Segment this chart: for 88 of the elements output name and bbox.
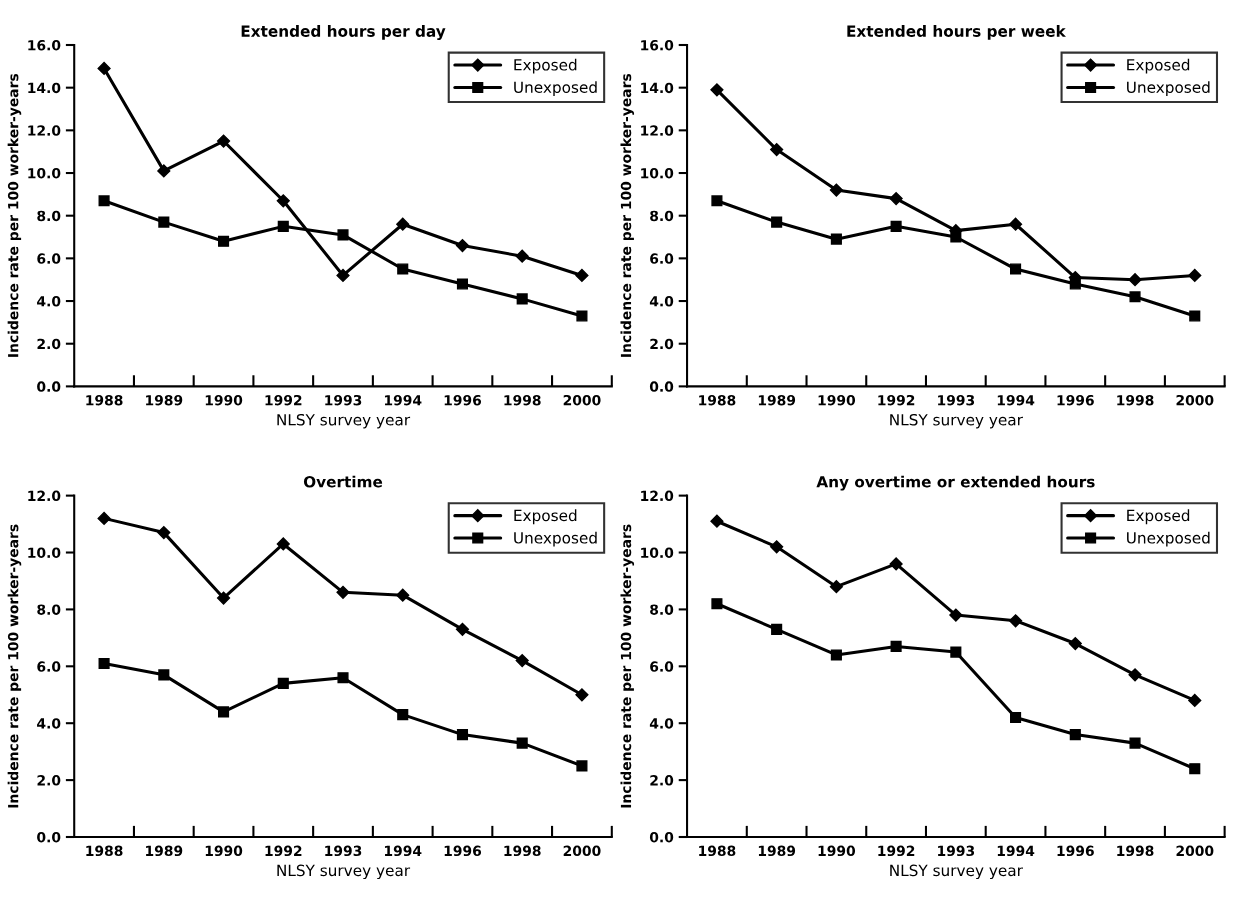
x-tick-label: 1998 bbox=[504, 394, 541, 406]
x-tick-label: 1988 bbox=[699, 845, 736, 857]
legend-label: Exposed bbox=[514, 58, 577, 74]
legend-label: Unexposed bbox=[1127, 81, 1210, 96]
y-tick-label: 16.0 bbox=[28, 39, 61, 51]
x-tick-label: 1993 bbox=[325, 845, 362, 857]
y-tick-label: 10.0 bbox=[28, 167, 61, 179]
legend-label: Exposed bbox=[1127, 58, 1190, 74]
x-tick-label: 1993 bbox=[325, 394, 362, 406]
y-tick-label: 0.0 bbox=[649, 381, 674, 392]
y-tick-label: 4.0 bbox=[649, 296, 674, 307]
y-tick-label: 6.0 bbox=[650, 253, 674, 264]
legend-label: Unexposed bbox=[514, 81, 597, 96]
x-tick-label: 1993 bbox=[938, 394, 975, 406]
x-tick-label: 1992 bbox=[878, 394, 915, 406]
x-tick-label: 1994 bbox=[997, 394, 1035, 406]
y-tick-label: 0.0 bbox=[37, 831, 61, 843]
y-tick-label: 6.0 bbox=[37, 661, 61, 672]
y-tick-label: 10.0 bbox=[28, 547, 61, 558]
x-tick-label: 1989 bbox=[758, 394, 796, 406]
x-tick-label: 1988 bbox=[86, 845, 123, 857]
x-tick-label: 2000 bbox=[1176, 845, 1214, 857]
y-tick-label: 8.0 bbox=[37, 210, 61, 222]
x-tick-label: 1988 bbox=[86, 394, 123, 406]
y-tick-label: 12.0 bbox=[28, 125, 61, 136]
y-tick-label: 8.0 bbox=[37, 604, 61, 615]
x-axis-title: NLSY survey year bbox=[277, 864, 411, 880]
x-axis-title: NLSY survey year bbox=[277, 413, 411, 429]
x-tick-label: 1992 bbox=[878, 845, 915, 857]
y-axis-title: Incidence rate per 100 worker-years bbox=[7, 73, 22, 357]
x-tick-label: 2000 bbox=[1176, 394, 1214, 406]
chart-title: Extended hours per week bbox=[847, 25, 1066, 40]
legend-label: Exposed bbox=[514, 509, 577, 525]
x-tick-label: 1996 bbox=[1057, 394, 1094, 406]
x-axis-title: NLSY survey year bbox=[890, 864, 1023, 880]
chart-title: Extended hours per day bbox=[241, 25, 446, 40]
x-tick-label: 1998 bbox=[504, 845, 541, 857]
y-tick-label: 2.0 bbox=[37, 775, 61, 786]
y-tick-label: 2.0 bbox=[650, 775, 674, 786]
y-tick-label: 10.0 bbox=[641, 547, 674, 558]
y-tick-label: 4.0 bbox=[649, 718, 674, 729]
y-tick-label: 12.0 bbox=[641, 125, 674, 136]
y-axis-title: Incidence rate per 100 worker-years bbox=[620, 73, 635, 357]
x-tick-label: 1990 bbox=[818, 394, 856, 406]
x-tick-label: 1994 bbox=[384, 394, 422, 406]
y-tick-label: 12.0 bbox=[641, 490, 674, 502]
x-tick-label: 1994 bbox=[997, 845, 1035, 857]
y-tick-label: 4.0 bbox=[37, 296, 61, 307]
x-axis-title: NLSY survey year bbox=[890, 413, 1023, 429]
x-tick-label: 1989 bbox=[146, 845, 183, 857]
x-tick-label: 1998 bbox=[1117, 394, 1154, 406]
y-tick-label: 2.0 bbox=[650, 338, 674, 350]
legend-label: Unexposed bbox=[1127, 531, 1210, 547]
x-tick-label: 2000 bbox=[563, 845, 601, 857]
x-tick-label: 1989 bbox=[758, 845, 796, 857]
y-tick-label: 0.0 bbox=[37, 381, 61, 392]
chart-title: Any overtime or extended hours bbox=[816, 475, 1095, 491]
legend-label: Exposed bbox=[1127, 509, 1190, 525]
x-tick-label: 1992 bbox=[265, 394, 302, 406]
x-tick-label: 1992 bbox=[265, 845, 302, 857]
x-tick-label: 1989 bbox=[146, 394, 183, 406]
y-tick-label: 2.0 bbox=[37, 338, 61, 350]
y-tick-label: 8.0 bbox=[650, 210, 674, 222]
x-tick-label: 1996 bbox=[444, 845, 482, 857]
y-tick-label: 16.0 bbox=[641, 39, 674, 51]
y-tick-label: 6.0 bbox=[37, 253, 61, 264]
x-tick-label: 1994 bbox=[384, 845, 422, 857]
y-tick-label: 10.0 bbox=[641, 167, 674, 179]
y-tick-label: 8.0 bbox=[650, 604, 674, 615]
x-tick-label: 1990 bbox=[818, 845, 856, 857]
x-tick-label: 1998 bbox=[1117, 845, 1154, 857]
y-tick-label: 6.0 bbox=[650, 661, 674, 672]
x-tick-label: 1996 bbox=[1057, 845, 1094, 857]
x-tick-label: 2000 bbox=[563, 394, 601, 406]
y-tick-label: 14.0 bbox=[641, 82, 674, 94]
y-axis-title: Incidence rate per 100 worker-years bbox=[7, 524, 22, 808]
y-tick-label: 14.0 bbox=[28, 82, 61, 94]
x-tick-label: 1996 bbox=[444, 394, 482, 406]
x-tick-label: 1993 bbox=[938, 845, 975, 857]
y-axis-title: Incidence rate per 100 worker-years bbox=[620, 524, 635, 808]
chart-title: Overtime bbox=[303, 475, 383, 488]
x-tick-label: 1990 bbox=[205, 394, 243, 406]
x-tick-label: 1988 bbox=[699, 394, 736, 406]
x-tick-label: 1990 bbox=[205, 845, 243, 857]
y-tick-label: 4.0 bbox=[37, 718, 61, 729]
legend-label: Unexposed bbox=[514, 531, 597, 547]
y-tick-label: 12.0 bbox=[28, 490, 61, 502]
y-tick-label: 0.0 bbox=[649, 831, 674, 843]
